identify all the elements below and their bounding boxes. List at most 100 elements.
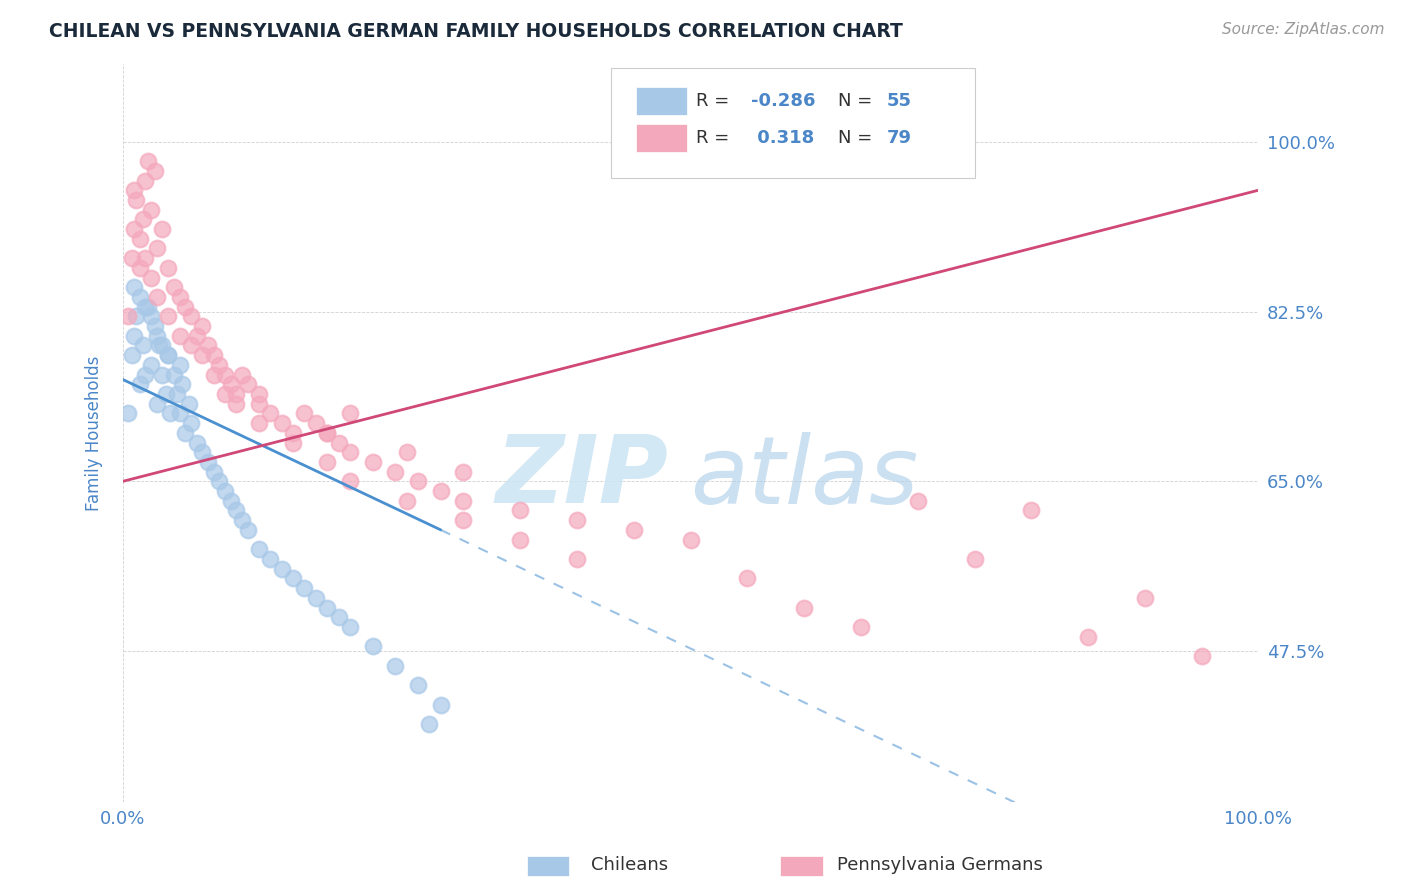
- Text: R =: R =: [696, 128, 735, 147]
- Point: [316, 425, 339, 440]
- Point: [737, 571, 759, 585]
- Point: [134, 251, 156, 265]
- Point: [191, 445, 214, 459]
- Point: [247, 397, 270, 411]
- Point: [155, 387, 177, 401]
- Point: [429, 698, 451, 712]
- Point: [121, 348, 143, 362]
- Point: [157, 310, 180, 324]
- Point: [191, 348, 214, 362]
- Point: [148, 338, 170, 352]
- Point: [174, 300, 197, 314]
- Point: [1191, 648, 1213, 663]
- Point: [128, 290, 150, 304]
- Point: [143, 163, 166, 178]
- Point: [125, 193, 148, 207]
- Point: [169, 406, 191, 420]
- Point: [169, 358, 191, 372]
- Point: [328, 435, 350, 450]
- Point: [169, 328, 191, 343]
- Point: [453, 493, 475, 508]
- Point: [247, 416, 270, 430]
- Point: [152, 368, 174, 382]
- Point: [132, 338, 155, 352]
- Point: [281, 425, 304, 440]
- Point: [169, 290, 191, 304]
- Point: [122, 280, 145, 294]
- Point: [361, 640, 384, 654]
- Point: [453, 513, 475, 527]
- Point: [259, 406, 281, 420]
- Point: [139, 358, 162, 372]
- Point: [963, 552, 986, 566]
- Point: [294, 406, 316, 420]
- Point: [143, 319, 166, 334]
- Point: [339, 620, 361, 634]
- Point: [1077, 630, 1099, 644]
- Text: R =: R =: [696, 92, 735, 110]
- Text: Chileans: Chileans: [591, 856, 668, 874]
- Point: [225, 387, 247, 401]
- Point: [849, 620, 872, 634]
- Point: [339, 475, 361, 489]
- Point: [907, 493, 929, 508]
- Point: [247, 387, 270, 401]
- Point: [125, 310, 148, 324]
- Point: [361, 455, 384, 469]
- Point: [202, 348, 225, 362]
- Point: [163, 280, 186, 294]
- Point: [236, 523, 259, 537]
- Point: [197, 338, 219, 352]
- Point: [270, 562, 292, 576]
- Point: [623, 523, 645, 537]
- Text: CHILEAN VS PENNSYLVANIA GERMAN FAMILY HOUSEHOLDS CORRELATION CHART: CHILEAN VS PENNSYLVANIA GERMAN FAMILY HO…: [49, 22, 903, 41]
- Point: [214, 484, 236, 499]
- Point: [565, 513, 588, 527]
- Point: [793, 600, 815, 615]
- Text: N =: N =: [838, 92, 879, 110]
- Text: -0.286: -0.286: [751, 92, 815, 110]
- Point: [139, 310, 162, 324]
- Point: [202, 368, 225, 382]
- Point: [180, 416, 202, 430]
- Point: [509, 533, 531, 547]
- Point: [170, 377, 193, 392]
- Point: [202, 465, 225, 479]
- Point: [1019, 503, 1042, 517]
- Point: [225, 397, 247, 411]
- Text: 79: 79: [887, 128, 912, 147]
- Point: [316, 600, 339, 615]
- Point: [122, 183, 145, 197]
- FancyBboxPatch shape: [636, 87, 688, 115]
- Point: [219, 377, 242, 392]
- Point: [197, 455, 219, 469]
- Point: [208, 358, 231, 372]
- Point: [231, 513, 253, 527]
- Point: [509, 503, 531, 517]
- Point: [565, 552, 588, 566]
- Point: [134, 368, 156, 382]
- Point: [339, 406, 361, 420]
- Point: [139, 270, 162, 285]
- Point: [117, 310, 139, 324]
- Point: [406, 678, 429, 692]
- Point: [281, 571, 304, 585]
- Point: [163, 368, 186, 382]
- Point: [132, 212, 155, 227]
- Point: [128, 232, 150, 246]
- Point: [384, 658, 406, 673]
- Point: [236, 377, 259, 392]
- Point: [134, 300, 156, 314]
- Point: [152, 222, 174, 236]
- Point: [177, 397, 200, 411]
- Point: [152, 338, 174, 352]
- Text: 55: 55: [887, 92, 912, 110]
- Point: [139, 202, 162, 217]
- Point: [136, 300, 159, 314]
- Point: [406, 475, 429, 489]
- Point: [128, 377, 150, 392]
- Point: [146, 328, 169, 343]
- FancyBboxPatch shape: [612, 68, 974, 178]
- Point: [305, 416, 328, 430]
- Point: [395, 493, 418, 508]
